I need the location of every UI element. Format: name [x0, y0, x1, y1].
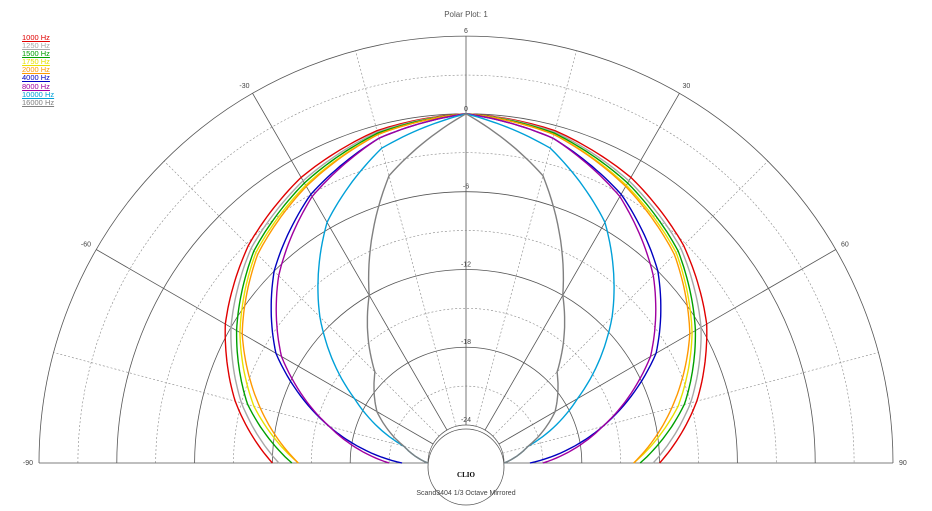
- legend-item: 2000 Hz: [22, 65, 50, 75]
- legend-item: 16000 Hz: [22, 97, 55, 107]
- angle-tick-label: -30: [239, 83, 249, 90]
- legend-item: 1500 Hz: [22, 49, 50, 59]
- major-spoke: [96, 249, 434, 445]
- radial-tick-label: -24: [461, 417, 471, 424]
- radial-tick-label: -12: [461, 261, 471, 268]
- series-curves: [224, 112, 708, 464]
- center-hub: [427, 428, 505, 506]
- minor-spoke: [502, 352, 879, 454]
- chart-footer: Scand3404 1/3 Octave Mirrored: [416, 490, 516, 497]
- minor-spoke: [163, 160, 440, 437]
- minor-spoke: [492, 160, 769, 437]
- major-grid: [38, 35, 894, 464]
- series-curve-16000-hz: [366, 112, 566, 464]
- radial-tick-label: 6: [464, 28, 468, 35]
- major-spoke: [484, 93, 680, 431]
- radial-tick-label: -6: [463, 184, 469, 191]
- radial-tick-label: 0: [464, 106, 468, 113]
- angle-tick-label: 30: [683, 83, 691, 90]
- angle-tick-label: -60: [81, 242, 91, 249]
- minor-spoke: [355, 50, 457, 427]
- chart-title: Polar Plot: 1: [444, 10, 488, 19]
- radial-tick-label: -18: [461, 339, 471, 346]
- brand-label: CLIO: [457, 471, 475, 479]
- major-spoke: [252, 93, 448, 431]
- angle-tick-label: 60: [841, 242, 849, 249]
- legend: 1000 Hz 1250 Hz 1500 Hz 1750 Hz 2000 Hz 4000 …: [22, 33, 55, 107]
- minor-spoke: [475, 50, 577, 427]
- legend-item: 10000 Hz: [22, 89, 55, 99]
- minor-ring: [155, 152, 777, 464]
- legend-item: 4000 Hz: [22, 73, 50, 83]
- legend-item: 1000 Hz: [22, 33, 50, 42]
- legend-item: 1750 Hz: [22, 57, 50, 67]
- angle-tick-label: -90: [23, 460, 33, 467]
- minor-spoke: [53, 352, 430, 454]
- legend-item: 1250 Hz: [22, 41, 50, 51]
- major-spoke: [498, 249, 836, 445]
- legend-item: 8000 Hz: [22, 81, 50, 91]
- angle-tick-label: 90: [899, 460, 907, 467]
